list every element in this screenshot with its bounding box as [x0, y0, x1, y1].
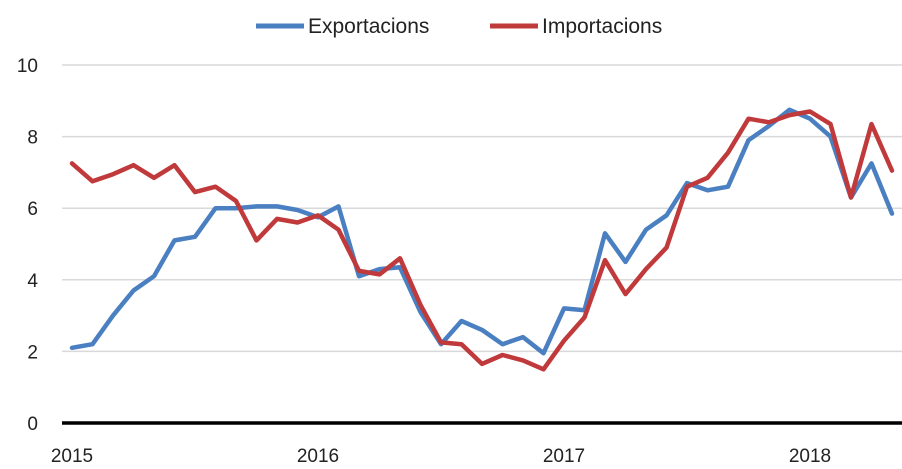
y-tick-label: 4: [27, 271, 38, 292]
series-line-exportacions: [69, 107, 895, 356]
x-tick-label: 2016: [297, 446, 339, 467]
y-axis: 0 2 4 6 8 10: [17, 56, 39, 435]
legend: Exportacions Importacions: [256, 15, 662, 38]
y-tick-label: 10: [17, 56, 38, 77]
legend-label-importacions: Importacions: [542, 15, 662, 38]
x-tick-label: 2018: [789, 446, 831, 467]
legend-label-exportacions: Exportacions: [308, 15, 429, 38]
series-line-importacions: [69, 109, 895, 372]
x-tick-label: 2015: [51, 446, 93, 467]
y-tick-label: 8: [27, 128, 38, 149]
y-tick-label: 2: [27, 342, 38, 363]
x-tick-label: 2017: [543, 446, 585, 467]
series-group: [69, 107, 895, 372]
x-axis: 2015 2016 2017 2018: [51, 421, 902, 467]
y-tick-label: 6: [27, 199, 38, 220]
gridlines: [62, 64, 902, 353]
y-tick-label: 0: [27, 414, 38, 435]
